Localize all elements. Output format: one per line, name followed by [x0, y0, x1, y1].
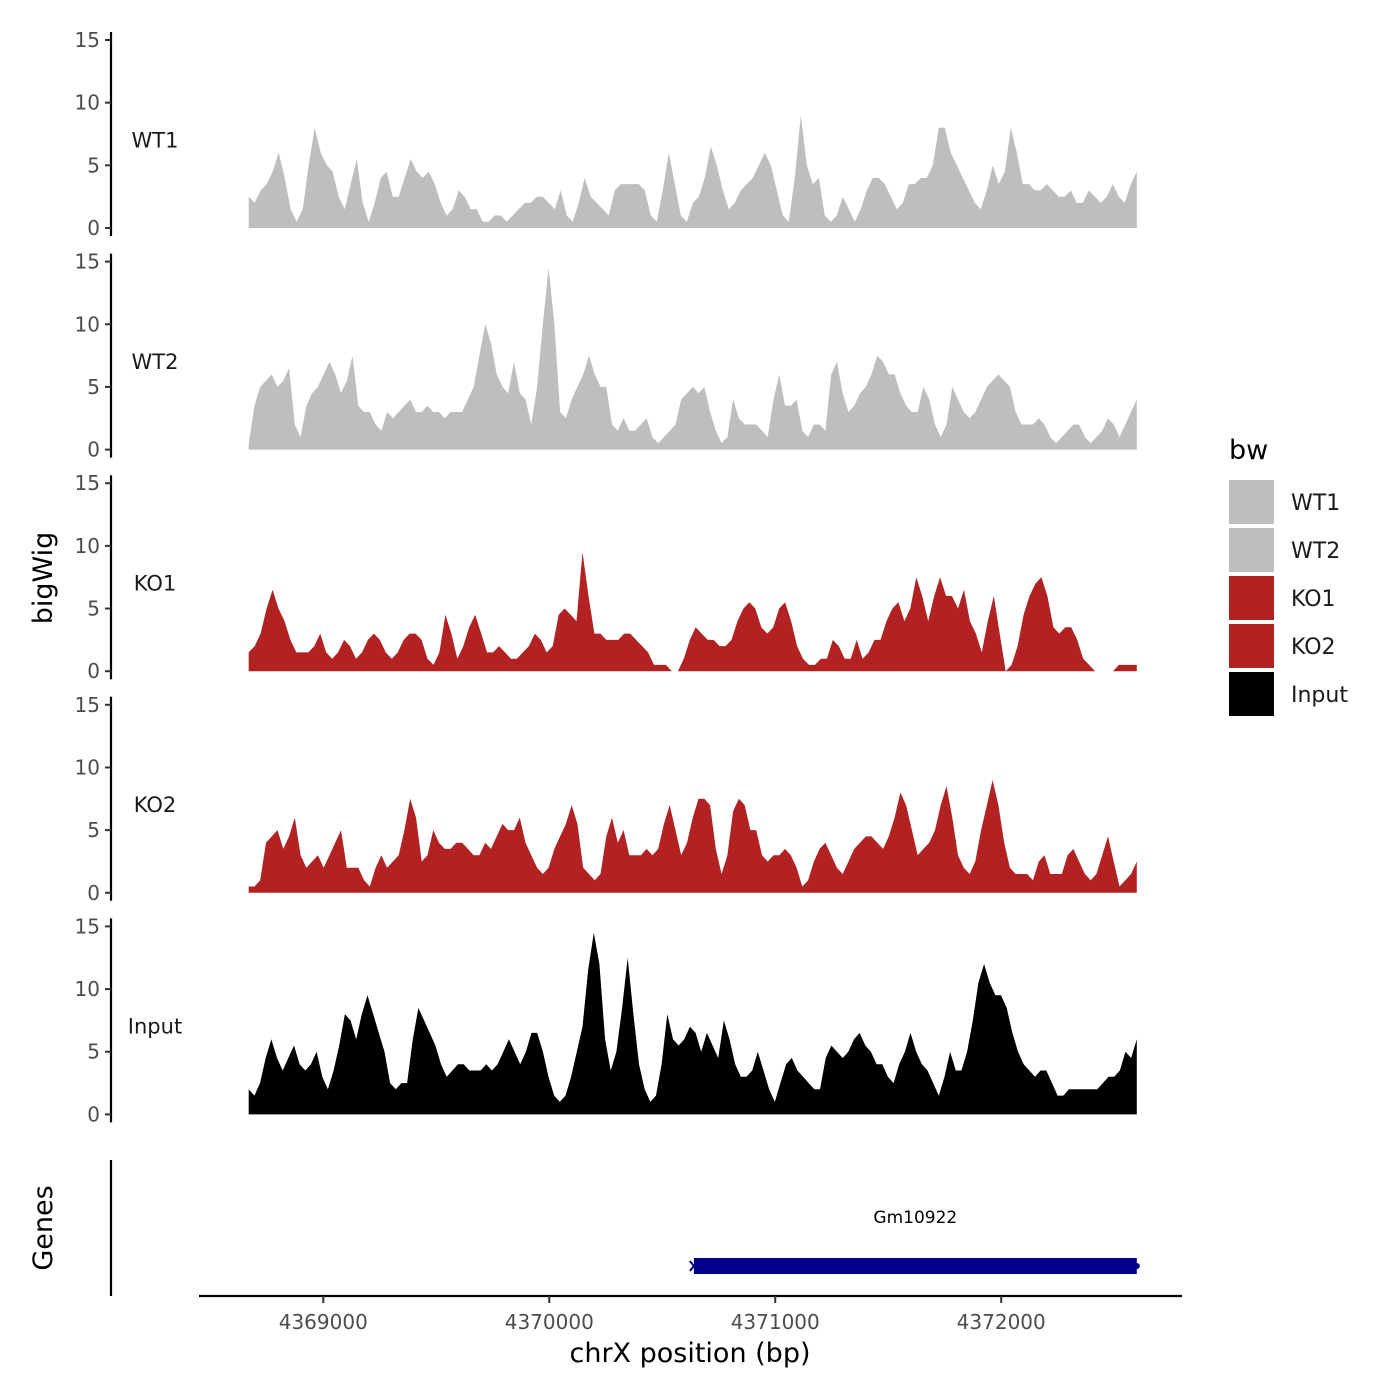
signal-tracks: 0 5 10 15 WT1 0 5 10 15 WT2 0 5 10 15 KO1 0 5 10 15 KO2 0 5 10… — [75, 28, 1137, 1126]
track-label: KO2 — [134, 793, 177, 817]
gene-start-marker — [689, 1260, 699, 1272]
y-tick-label: 10 — [75, 534, 100, 558]
signal-area-input — [248, 932, 1137, 1115]
y-tick-label: 5 — [87, 153, 100, 177]
track-input: 0 5 10 15 Input — [75, 914, 1137, 1126]
y-tick-label: 10 — [75, 312, 100, 336]
y-tick-label: 0 — [87, 216, 100, 240]
x-axis-title: chrX position (bp) — [569, 1338, 810, 1369]
signal-area-wt2 — [248, 267, 1137, 450]
legend: bw WT1 WT2 KO1 KO2 Input — [1229, 435, 1348, 716]
legend-label: WT2 — [1291, 539, 1340, 564]
y-tick-label: 10 — [75, 91, 100, 115]
y-tick-label: 0 — [87, 1102, 100, 1126]
genes-panel: Genes Gm10922 — [28, 1160, 1140, 1296]
legend-label: Input — [1291, 683, 1348, 708]
track-wt2: 0 5 10 15 WT2 — [75, 250, 1137, 462]
x-ticks: 4369000 4370000 4371000 4372000 — [279, 1296, 1046, 1334]
x-tick-label: 4372000 — [957, 1310, 1046, 1334]
y-tick-label: 5 — [87, 818, 100, 842]
y-tick-label: 10 — [75, 977, 100, 1001]
gene-name-label: Gm10922 — [873, 1208, 957, 1228]
legend-swatch — [1229, 576, 1274, 620]
y-tick-label: 0 — [87, 659, 100, 683]
track-wt1: 0 5 10 15 WT1 — [75, 28, 1137, 240]
x-tick-label: 4369000 — [279, 1310, 368, 1334]
gene-end-marker — [1133, 1263, 1140, 1269]
x-tick-label: 4370000 — [505, 1310, 594, 1334]
y-tick-label: 15 — [75, 914, 100, 938]
legend-title: bw — [1229, 435, 1268, 466]
y-axis-title: bigWig — [28, 532, 59, 625]
legend-swatch — [1229, 624, 1274, 668]
track-label: KO1 — [134, 571, 177, 595]
y-tick-label: 15 — [75, 28, 100, 52]
y-tick-label: 0 — [87, 881, 100, 905]
y-tick-label: 15 — [75, 693, 100, 717]
gene-features: Gm10922 — [689, 1208, 1140, 1274]
y-tick-label: 15 — [75, 250, 100, 274]
y-tick-label: 10 — [75, 755, 100, 779]
legend-swatch — [1229, 480, 1274, 524]
y-tick-label: 5 — [87, 1040, 100, 1064]
signal-area-ko1 — [248, 552, 1137, 672]
signal-area-ko2 — [248, 780, 1137, 893]
legend-label: KO2 — [1291, 635, 1336, 660]
y-tick-label: 0 — [87, 438, 100, 462]
legend-entries: WT1 WT2 KO1 KO2 Input — [1229, 480, 1348, 716]
legend-swatch — [1229, 528, 1274, 572]
x-axis: 4369000 4370000 4371000 4372000 chrX positi… — [199, 1294, 1182, 1369]
y-tick-label: 5 — [87, 375, 100, 399]
genes-axis-title: Genes — [28, 1185, 59, 1270]
legend-label: KO1 — [1291, 587, 1336, 612]
y-tick-label: 15 — [75, 471, 100, 495]
track-label: WT2 — [132, 350, 179, 374]
track-label: Input — [128, 1015, 182, 1039]
gene-body — [693, 1258, 1137, 1274]
track-ko2: 0 5 10 15 KO2 — [75, 693, 1137, 905]
track-label: WT1 — [132, 128, 179, 152]
legend-label: WT1 — [1291, 491, 1340, 516]
track-ko1: 0 5 10 15 KO1 — [75, 471, 1137, 683]
x-tick-label: 4371000 — [731, 1310, 820, 1334]
y-tick-label: 5 — [87, 597, 100, 621]
legend-swatch — [1229, 672, 1274, 716]
signal-area-wt1 — [248, 115, 1137, 228]
